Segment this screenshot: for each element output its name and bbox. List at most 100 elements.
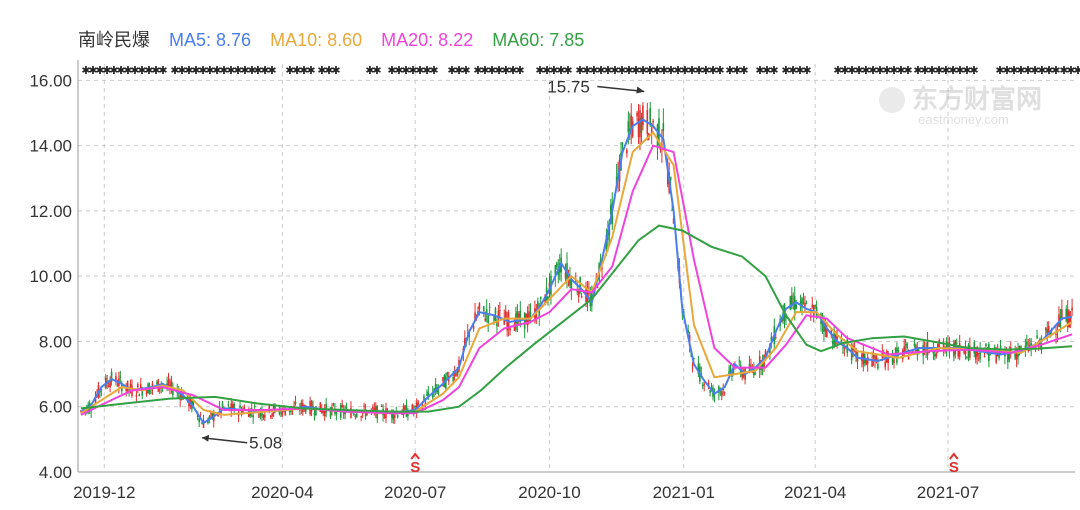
event-marker-icon: ✱ bbox=[429, 65, 438, 77]
event-marker-icon: ✱ bbox=[673, 65, 682, 77]
event-marker-icon: ✱ bbox=[889, 65, 898, 77]
event-marker-icon: ✱ bbox=[226, 65, 235, 77]
candle-body bbox=[313, 413, 316, 415]
candle-body bbox=[169, 384, 171, 388]
legend-ma20: MA20: 8.22 bbox=[381, 30, 474, 50]
candle-body bbox=[626, 149, 628, 154]
candle-body bbox=[192, 401, 195, 406]
candle-body bbox=[1007, 351, 1009, 363]
candle-body bbox=[579, 277, 581, 293]
event-marker-icon: ✱ bbox=[240, 65, 249, 77]
event-marker-icon: ✱ bbox=[170, 65, 179, 77]
candle-body bbox=[804, 302, 806, 308]
event-marker-icon: ✱ bbox=[1073, 65, 1080, 77]
candle-body bbox=[974, 351, 977, 360]
candle-body bbox=[242, 409, 244, 414]
event-marker-icon: ✱ bbox=[123, 65, 132, 77]
candle-body bbox=[519, 310, 522, 322]
candle-body bbox=[630, 115, 633, 128]
candle-body bbox=[947, 342, 949, 344]
candle-body bbox=[713, 394, 716, 396]
candle-body bbox=[963, 349, 965, 354]
candle-body bbox=[1059, 316, 1062, 327]
candle-body bbox=[697, 363, 700, 374]
candle-body bbox=[701, 385, 704, 387]
candle-body bbox=[811, 304, 814, 308]
candle-body bbox=[353, 413, 355, 415]
candle-body bbox=[119, 376, 122, 378]
candle-body bbox=[268, 405, 271, 411]
event-marker-icon: ✱ bbox=[508, 65, 517, 77]
candle-body bbox=[966, 357, 968, 359]
event-marker-icon: ✱ bbox=[219, 65, 228, 77]
candle-body bbox=[642, 105, 644, 126]
candle-body bbox=[239, 405, 241, 409]
candle-body bbox=[464, 338, 466, 348]
watermark-logo-icon bbox=[879, 87, 905, 113]
candle-body bbox=[261, 410, 263, 417]
candle-body bbox=[431, 392, 434, 398]
axes bbox=[77, 60, 1075, 473]
candle-body bbox=[621, 142, 624, 145]
candle-body bbox=[610, 205, 612, 215]
candle-body bbox=[728, 370, 730, 375]
event-marker-icon: ✱ bbox=[501, 65, 510, 77]
candle-body bbox=[964, 348, 967, 355]
stock-name: 南岭民爆 bbox=[78, 30, 150, 50]
candles bbox=[80, 101, 1073, 428]
candle-body bbox=[380, 405, 383, 407]
candle-body bbox=[504, 311, 507, 321]
candle-body bbox=[373, 408, 376, 411]
candle-body bbox=[652, 120, 654, 123]
candle-body bbox=[658, 118, 660, 145]
x-tick-label: 2019-12 bbox=[73, 483, 135, 502]
event-marker-icon: ✱ bbox=[1009, 65, 1018, 77]
candle-body bbox=[207, 419, 209, 424]
event-marker-icon: ✱ bbox=[1030, 65, 1039, 77]
candle-body bbox=[555, 263, 558, 268]
candle-body bbox=[345, 407, 348, 409]
candle-body bbox=[1047, 326, 1050, 334]
event-marker-icon: ✱ bbox=[875, 65, 884, 77]
high-arrow bbox=[597, 85, 645, 93]
candle-body bbox=[1061, 309, 1063, 320]
candle-body bbox=[537, 301, 539, 310]
event-marker-icon: ✱ bbox=[596, 65, 605, 77]
candle-body bbox=[417, 401, 419, 405]
candle-body bbox=[1040, 344, 1043, 351]
event-marker-icon: ✱ bbox=[542, 65, 551, 77]
watermark: 东方财富网 eastmoney.com bbox=[879, 84, 1042, 127]
event-marker-icon: ✱ bbox=[694, 65, 703, 77]
event-marker-icon: ✱ bbox=[739, 65, 748, 77]
event-marker-icon: ✱ bbox=[177, 65, 186, 77]
ma-lines bbox=[80, 118, 1073, 425]
event-marker-icon: ✱ bbox=[788, 65, 797, 77]
event-marker-icon: ✱ bbox=[840, 65, 849, 77]
candle-body bbox=[662, 123, 665, 132]
event-marker-icon: ✱ bbox=[762, 65, 771, 77]
candle-body bbox=[640, 117, 643, 133]
candle-body bbox=[221, 403, 224, 409]
candle-body bbox=[875, 356, 878, 361]
event-marker-icon: ✱ bbox=[861, 65, 870, 77]
candle-body bbox=[518, 313, 520, 320]
candle-body bbox=[253, 406, 256, 408]
candle-body bbox=[240, 410, 243, 415]
event-marker-icon: ✱ bbox=[680, 65, 689, 77]
candle-body bbox=[186, 393, 189, 400]
event-marker-icon: ✱ bbox=[854, 65, 863, 77]
event-marker-icon: ✱ bbox=[948, 65, 957, 77]
candle-body bbox=[483, 306, 485, 312]
event-marker-icon: ✱ bbox=[1066, 65, 1075, 77]
candle-body bbox=[269, 415, 272, 417]
event-marker-icon: ✱ bbox=[725, 65, 734, 77]
event-marker-icon: ✱ bbox=[365, 65, 374, 77]
candle-body bbox=[995, 352, 997, 363]
event-marker-icon: ✱ bbox=[198, 65, 207, 77]
candle-body bbox=[404, 406, 406, 410]
candle-body bbox=[509, 327, 511, 331]
event-marker-icon: ✱ bbox=[610, 65, 619, 77]
event-marker-icon: ✱ bbox=[535, 65, 544, 77]
